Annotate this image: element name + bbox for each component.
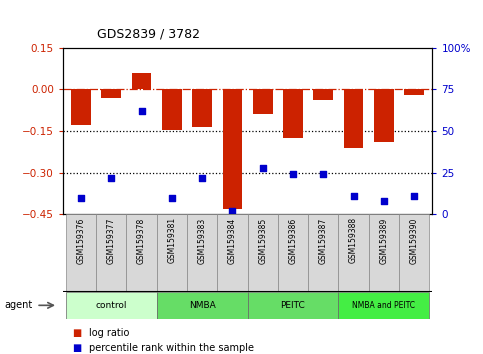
Text: log ratio: log ratio: [89, 329, 130, 338]
Bar: [253, 89, 272, 114]
Point: [410, 193, 418, 199]
Bar: [66, 214, 96, 292]
Bar: [248, 214, 278, 292]
Bar: [156, 292, 248, 319]
Bar: [278, 214, 308, 292]
Bar: [71, 89, 91, 125]
Bar: [344, 89, 363, 148]
Point: [168, 195, 176, 200]
Bar: [339, 292, 429, 319]
Text: GSM159386: GSM159386: [288, 217, 298, 263]
Text: GSM159376: GSM159376: [76, 217, 85, 264]
Point: [350, 193, 357, 199]
Bar: [162, 89, 182, 130]
Text: GSM159377: GSM159377: [107, 217, 116, 264]
Bar: [132, 73, 151, 89]
Text: GSM159381: GSM159381: [167, 217, 176, 263]
Bar: [223, 89, 242, 209]
Point: [77, 195, 85, 200]
Text: GSM159390: GSM159390: [410, 217, 419, 264]
Bar: [187, 214, 217, 292]
Bar: [66, 292, 156, 319]
Bar: [127, 214, 156, 292]
Text: agent: agent: [5, 300, 33, 310]
Bar: [217, 214, 248, 292]
Bar: [339, 214, 369, 292]
Text: GSM159383: GSM159383: [198, 217, 207, 263]
Bar: [399, 214, 429, 292]
Text: GSM159389: GSM159389: [379, 217, 388, 263]
Text: control: control: [96, 301, 127, 310]
Text: GSM159378: GSM159378: [137, 217, 146, 263]
Point: [380, 198, 388, 204]
Point: [319, 171, 327, 177]
Text: GSM159385: GSM159385: [258, 217, 267, 263]
Bar: [192, 89, 212, 127]
Bar: [283, 89, 303, 138]
Point: [138, 108, 145, 114]
Text: NMBA and PEITC: NMBA and PEITC: [352, 301, 415, 310]
Text: PEITC: PEITC: [281, 301, 305, 310]
Point: [198, 175, 206, 181]
Text: ■: ■: [72, 329, 82, 338]
Text: percentile rank within the sample: percentile rank within the sample: [89, 343, 255, 353]
Text: GSM159384: GSM159384: [228, 217, 237, 263]
Bar: [308, 214, 339, 292]
Bar: [101, 89, 121, 98]
Point: [107, 175, 115, 181]
Bar: [156, 214, 187, 292]
Text: ■: ■: [72, 343, 82, 353]
Bar: [404, 89, 424, 95]
Text: NMBA: NMBA: [189, 301, 215, 310]
Point: [289, 171, 297, 177]
Text: GSM159387: GSM159387: [319, 217, 328, 263]
Bar: [248, 292, 339, 319]
Bar: [369, 214, 399, 292]
Point: [259, 165, 267, 170]
Text: GSM159388: GSM159388: [349, 217, 358, 263]
Bar: [313, 89, 333, 101]
Text: GDS2839 / 3782: GDS2839 / 3782: [97, 28, 199, 41]
Point: [228, 208, 236, 214]
Bar: [96, 214, 127, 292]
Bar: [374, 89, 394, 142]
